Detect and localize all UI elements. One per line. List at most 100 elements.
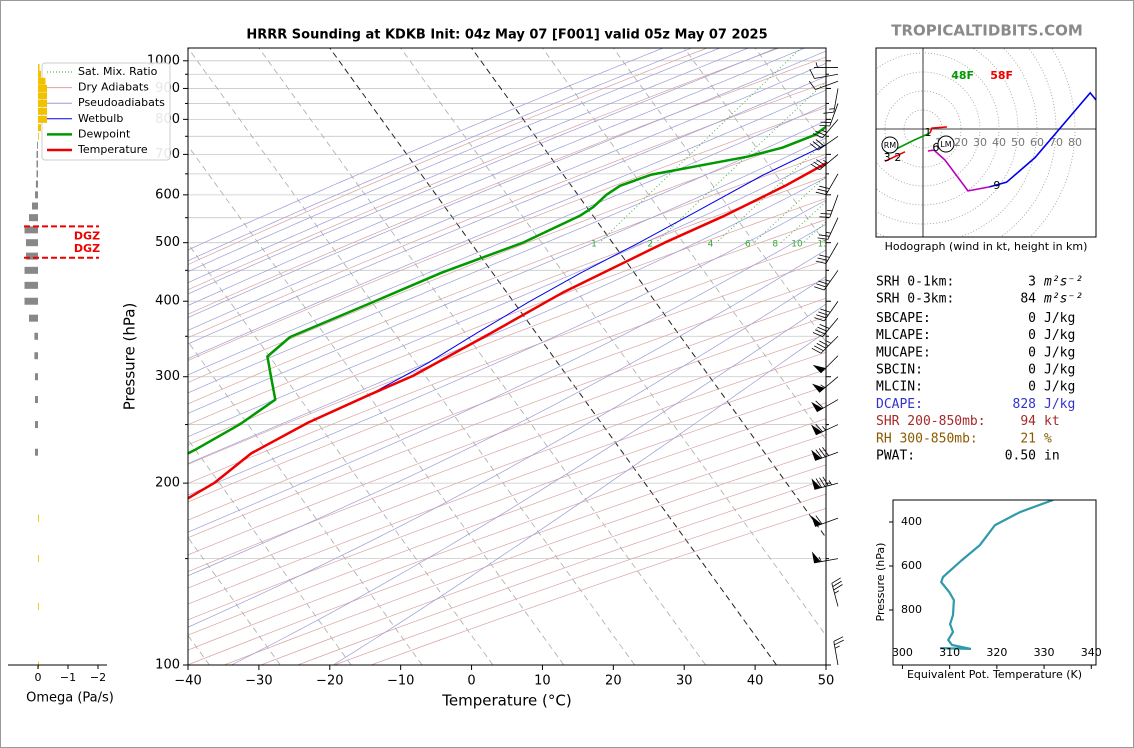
wind-barb xyxy=(814,301,839,322)
wind-barb xyxy=(811,446,839,461)
omega-bar xyxy=(35,373,38,381)
storm-motion-marker xyxy=(881,136,899,154)
pseudoadiabat xyxy=(188,75,826,345)
x-tick-label: 10 xyxy=(534,674,551,689)
omega-bar xyxy=(37,141,38,149)
mixing-ratio-label: 8 xyxy=(772,239,778,249)
hodo-height-label: 2 xyxy=(894,151,901,164)
x-tick-label: −20 xyxy=(316,674,343,689)
wind-barb xyxy=(814,270,839,291)
x-tick-label: 20 xyxy=(605,674,622,689)
hodograph-plot: 102030405060708013269RMLM xyxy=(876,48,1096,237)
pseudoadiabat xyxy=(188,199,826,496)
x-tick-label: 40 xyxy=(747,674,764,689)
pseudoadiabat xyxy=(333,331,826,665)
dry-adiabat xyxy=(188,279,826,521)
hodo-ring-label: 40 xyxy=(992,136,1006,149)
pseudoadiabat xyxy=(188,48,692,262)
dry-adiabat xyxy=(188,385,826,621)
storm-motion-marker xyxy=(937,135,955,153)
omega-bar xyxy=(38,77,46,85)
x-tick-label: −30 xyxy=(245,674,272,689)
wind-barb xyxy=(815,173,839,195)
index-unit: in xyxy=(1044,449,1060,464)
legend-label: Wetbulb xyxy=(78,112,123,125)
wind-barb xyxy=(819,194,839,218)
y-tick-label: 600 xyxy=(901,559,922,572)
y-tick-label: 500 xyxy=(155,235,180,250)
hodo-ring xyxy=(876,71,981,187)
x-tick-label: 330 xyxy=(1034,646,1055,659)
x-axis-label: Omega (Pa/s) xyxy=(26,691,114,706)
index-label: SRH 0-1km: xyxy=(876,275,954,290)
isotherm xyxy=(542,48,826,441)
omega-bar xyxy=(24,266,38,274)
wind-barb xyxy=(811,515,839,527)
pseudoadiabat xyxy=(188,48,720,273)
omega-bar xyxy=(34,332,38,340)
y-tick-label: 400 xyxy=(901,515,922,528)
dry-adiabat xyxy=(188,239,826,484)
index-value: 828 xyxy=(1013,397,1036,412)
x-tick-label: 50 xyxy=(818,674,835,689)
wind-barb xyxy=(812,119,839,139)
omega-bar xyxy=(38,84,47,92)
omega-bar xyxy=(35,191,38,199)
dry-adiabat xyxy=(188,351,826,589)
wind-barb xyxy=(811,376,839,393)
x-axis-label: Temperature (°C) xyxy=(441,692,571,710)
wind-barb xyxy=(812,355,839,374)
mixing-ratio-label: 4 xyxy=(708,239,714,249)
index-label: PWAT: xyxy=(876,449,915,464)
pseudoadiabat xyxy=(188,48,664,251)
index-label: RH 300-850mb: xyxy=(876,431,978,446)
index-label: SHR 200-850mb: xyxy=(876,414,986,429)
hodo-trace xyxy=(884,151,906,163)
hodo-height-label: 9 xyxy=(993,179,1000,192)
x-tick-label: 310 xyxy=(939,646,960,659)
hodo-height-label: 6 xyxy=(932,141,939,154)
omega-bar xyxy=(35,396,38,404)
hodo-ring-label: 60 xyxy=(1030,136,1044,149)
dry-adiabat xyxy=(188,82,826,339)
y-axis-label: Pressure (hPa) xyxy=(874,543,887,622)
index-value: 0 xyxy=(1028,328,1036,343)
isotherm xyxy=(188,48,636,665)
mixing-ratio-label: 2 xyxy=(647,239,653,249)
hodo-height-label: 3 xyxy=(884,151,891,164)
omega-bar xyxy=(38,132,39,140)
wind-barb xyxy=(811,551,839,564)
pseudoadiabat xyxy=(188,223,826,533)
hodo-trace xyxy=(929,126,947,134)
omega-bar xyxy=(32,202,38,210)
mixing-ratio-label: 10 xyxy=(791,239,803,249)
legend-label: Dry Adiabats xyxy=(78,81,149,94)
index-value: 84 xyxy=(1020,292,1036,307)
dry-adiabat xyxy=(188,316,826,556)
profile-line xyxy=(188,161,826,500)
isotherm xyxy=(188,341,423,665)
index-value: 3 xyxy=(1028,275,1036,290)
wind-barb xyxy=(810,154,839,171)
isotherm xyxy=(188,145,565,665)
mixing-ratio-line xyxy=(599,48,802,244)
surface-label: 58F xyxy=(990,69,1013,82)
hodo-ring xyxy=(903,109,943,149)
pseudoadiabat xyxy=(188,249,826,577)
x-tick-label: −10 xyxy=(387,674,414,689)
omega-bar xyxy=(35,421,38,429)
index-value: 0 xyxy=(1028,380,1036,395)
dry-adiabat xyxy=(188,56,826,315)
omega-bar xyxy=(36,150,38,158)
pseudoadiabat xyxy=(231,303,826,665)
dry-adiabat xyxy=(188,106,826,361)
legend-label: Dewpoint xyxy=(78,127,131,140)
index-label: DCAPE: xyxy=(876,397,923,412)
x-tick-label: 300 xyxy=(892,646,913,659)
omega-bar xyxy=(26,239,38,247)
y-tick-label: 600 xyxy=(155,187,180,202)
hodo-trace xyxy=(927,149,990,192)
x-tick-label: 340 xyxy=(1081,646,1102,659)
index-label: SRH 0-3km: xyxy=(876,292,954,307)
index-unit: J/kg xyxy=(1044,363,1075,378)
